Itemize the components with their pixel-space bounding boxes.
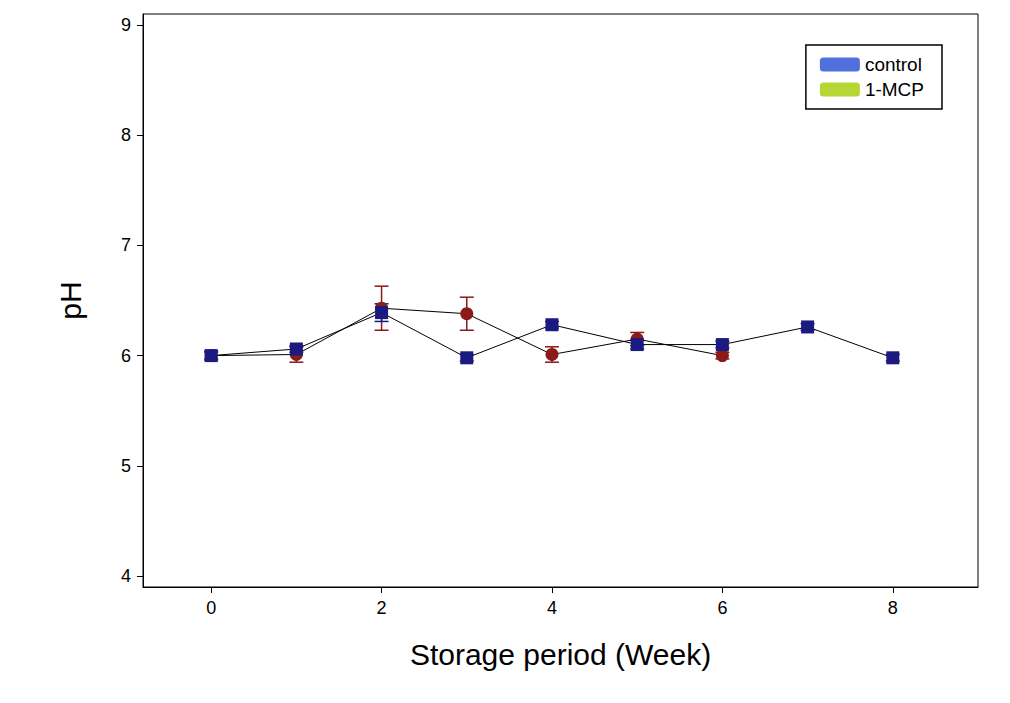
svg-text:control: control — [865, 54, 922, 75]
svg-text:0: 0 — [206, 598, 216, 618]
svg-text:6: 6 — [717, 598, 727, 618]
svg-text:4: 4 — [121, 566, 131, 586]
svg-text:1-MCP: 1-MCP — [865, 79, 924, 100]
svg-text:7: 7 — [121, 235, 131, 255]
svg-text:6: 6 — [121, 346, 131, 366]
svg-text:8: 8 — [121, 125, 131, 145]
svg-text:4: 4 — [547, 598, 557, 618]
svg-text:pH: pH — [54, 281, 87, 319]
svg-text:5: 5 — [121, 456, 131, 476]
svg-text:2: 2 — [377, 598, 387, 618]
svg-text:9: 9 — [121, 15, 131, 35]
svg-text:8: 8 — [888, 598, 898, 618]
svg-text:Storage period (Week): Storage period (Week) — [410, 638, 711, 671]
